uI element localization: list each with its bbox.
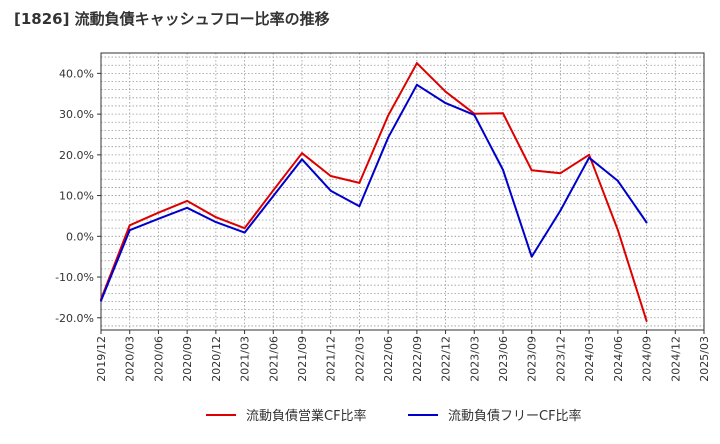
data-point xyxy=(530,169,533,172)
series-line-1 xyxy=(100,62,648,322)
x-tick-label: 2020/03 xyxy=(124,336,137,382)
data-point xyxy=(214,221,217,224)
data-point xyxy=(444,90,447,93)
x-tick-label: 2019/12 xyxy=(95,336,108,382)
series-2 xyxy=(100,83,648,302)
data-point xyxy=(358,205,361,208)
data-point xyxy=(186,199,189,202)
data-point xyxy=(243,231,246,234)
data-point xyxy=(387,114,390,117)
data-point xyxy=(301,158,303,161)
data-point xyxy=(559,172,562,175)
data-point xyxy=(588,156,591,159)
x-tick-label: 2021/06 xyxy=(267,336,280,382)
data-point xyxy=(616,179,619,182)
x-tick-label: 2022/09 xyxy=(411,336,424,382)
y-tick-label: 10.0% xyxy=(59,190,94,203)
data-point xyxy=(444,102,447,105)
data-point xyxy=(502,168,504,171)
x-tick-label: 2023/12 xyxy=(554,336,567,382)
y-tick-label: 0.0% xyxy=(66,230,94,243)
x-tick-label: 2024/06 xyxy=(612,336,625,382)
x-axis: 2019/12 2020/03 2020/06 2020/09 2020/12 2021/… xyxy=(95,330,711,382)
data-point xyxy=(157,211,160,214)
data-point xyxy=(272,194,275,197)
data-point xyxy=(243,227,246,230)
y-tick-label: 40.0% xyxy=(59,67,94,80)
y-axis: -20.0% -10.0% 0.0% 10.0% 20.0% 30.0% 40.0% xyxy=(55,67,101,325)
data-point xyxy=(502,112,504,115)
x-tick-label: 2023/03 xyxy=(468,336,481,382)
x-tick-label: 2021/09 xyxy=(296,336,309,382)
legend: 流動負債営業CF比率 流動負債フリーCF比率 xyxy=(206,408,582,424)
legend-item: 流動負債営業CF比率 xyxy=(206,408,367,424)
plot-frame xyxy=(100,52,705,331)
data-point xyxy=(559,209,562,212)
y-tick-label: 20.0% xyxy=(59,149,94,162)
x-tick-label: 2021/12 xyxy=(325,336,338,382)
y-tick-label: -10.0% xyxy=(55,271,94,284)
data-point xyxy=(214,216,217,219)
data-point xyxy=(157,217,160,220)
y-tick-label: -20.0% xyxy=(55,312,94,325)
y-tick-label: 30.0% xyxy=(59,108,94,121)
series-line-2 xyxy=(100,83,648,302)
data-point xyxy=(415,83,418,86)
data-point xyxy=(645,320,648,323)
legend-item: 流動負債フリーCF比率 xyxy=(408,408,582,424)
x-tick-label: 2022/03 xyxy=(353,336,366,382)
x-tick-label: 2020/09 xyxy=(181,336,194,382)
x-tick-label: 2020/06 xyxy=(152,336,165,382)
x-tick-label: 2023/09 xyxy=(526,336,539,382)
data-point xyxy=(128,229,131,232)
data-point xyxy=(329,189,332,192)
x-tick-label: 2024/12 xyxy=(669,336,682,382)
grid-lines xyxy=(100,53,705,330)
legend-label: 流動負債フリーCF比率 xyxy=(448,408,582,424)
x-tick-label: 2022/06 xyxy=(382,336,395,382)
data-point xyxy=(128,224,131,227)
chart-title: [1826] 流動負債キャッシュフロー比率の推移 xyxy=(14,10,330,28)
data-point xyxy=(415,62,418,65)
data-point xyxy=(100,299,102,302)
x-tick-label: 2024/03 xyxy=(583,336,596,382)
data-point xyxy=(186,206,189,209)
data-point xyxy=(645,221,648,224)
data-point xyxy=(272,189,275,192)
data-point xyxy=(329,175,332,178)
series-1 xyxy=(100,62,648,323)
data-point xyxy=(301,152,303,155)
x-tick-label: 2021/03 xyxy=(239,336,252,382)
data-point xyxy=(616,229,619,232)
data-point xyxy=(358,181,361,184)
data-point xyxy=(473,113,476,116)
x-tick-label: 2020/12 xyxy=(210,336,223,382)
data-point xyxy=(588,153,591,156)
x-tick-label: 2024/09 xyxy=(641,336,654,382)
x-tick-label: 2022/12 xyxy=(440,336,453,382)
legend-label: 流動負債営業CF比率 xyxy=(246,408,367,424)
x-tick-label: 2025/03 xyxy=(698,336,711,382)
data-point xyxy=(387,136,390,139)
x-tick-label: 2023/06 xyxy=(497,336,510,382)
data-point xyxy=(530,255,533,258)
